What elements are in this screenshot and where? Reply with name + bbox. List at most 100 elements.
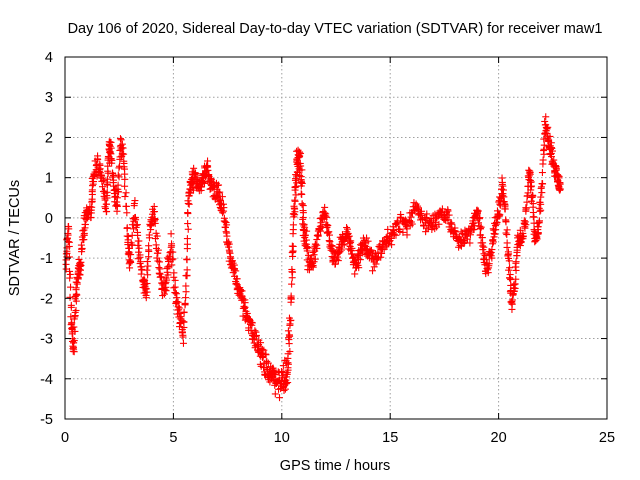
data-point bbox=[102, 200, 110, 208]
data-point bbox=[88, 182, 96, 190]
data-point bbox=[512, 258, 520, 266]
data-point bbox=[106, 149, 114, 157]
data-point bbox=[114, 181, 122, 189]
data-point bbox=[493, 207, 501, 215]
data-point bbox=[523, 198, 531, 206]
data-point bbox=[190, 164, 198, 172]
data-point bbox=[98, 183, 106, 191]
data-point bbox=[177, 313, 185, 321]
data-point bbox=[164, 271, 172, 279]
data-point bbox=[463, 235, 471, 243]
data-point bbox=[550, 156, 558, 164]
data-point bbox=[108, 159, 116, 167]
data-point bbox=[476, 214, 484, 222]
data-point bbox=[296, 171, 304, 179]
data-point bbox=[156, 258, 164, 266]
chart-title: Day 106 of 2020, Sidereal Day-to-day VTE… bbox=[68, 21, 603, 37]
data-point bbox=[183, 245, 191, 253]
data-point bbox=[127, 251, 135, 259]
data-point bbox=[262, 351, 270, 359]
data-point bbox=[72, 306, 80, 314]
data-point bbox=[88, 197, 96, 205]
data-point bbox=[101, 204, 109, 212]
data-point bbox=[522, 221, 530, 229]
data-point bbox=[112, 193, 120, 201]
data-point bbox=[356, 256, 364, 264]
data-point bbox=[123, 209, 131, 217]
x-tick-label-1: 5 bbox=[169, 430, 177, 446]
data-point bbox=[64, 231, 72, 239]
data-point bbox=[323, 213, 331, 221]
data-point bbox=[168, 242, 176, 250]
data-point bbox=[287, 316, 295, 324]
data-point bbox=[548, 147, 556, 155]
x-tick-label-5: 25 bbox=[599, 430, 615, 446]
data-point bbox=[372, 260, 380, 268]
data-point bbox=[67, 303, 75, 311]
data-point bbox=[93, 155, 101, 163]
data-point bbox=[78, 245, 86, 253]
data-point bbox=[66, 274, 74, 282]
data-point bbox=[119, 144, 127, 152]
data-point bbox=[167, 230, 175, 238]
data-point bbox=[292, 183, 300, 191]
data-point bbox=[396, 227, 404, 235]
y-tick-label-2: -3 bbox=[40, 332, 53, 348]
data-point bbox=[216, 197, 224, 205]
data-point bbox=[219, 209, 227, 217]
data-point bbox=[422, 228, 430, 236]
data-point bbox=[525, 169, 533, 177]
data-point bbox=[506, 264, 514, 272]
data-point bbox=[168, 256, 176, 264]
data-point bbox=[521, 224, 529, 232]
data-point bbox=[72, 297, 80, 305]
data-point bbox=[490, 230, 498, 238]
data-point bbox=[175, 306, 183, 314]
data-point bbox=[388, 241, 396, 249]
data-point bbox=[209, 178, 217, 186]
data-point bbox=[121, 193, 129, 201]
data-point bbox=[466, 231, 474, 239]
data-point bbox=[530, 213, 538, 221]
data-point bbox=[539, 160, 547, 168]
data-point bbox=[215, 181, 223, 189]
data-point bbox=[302, 236, 310, 244]
data-point bbox=[519, 233, 527, 241]
data-point bbox=[538, 189, 546, 197]
data-point bbox=[127, 258, 135, 266]
data-point bbox=[125, 249, 133, 257]
data-point bbox=[480, 243, 488, 251]
data-point bbox=[66, 267, 74, 275]
data-point bbox=[516, 242, 524, 250]
data-point bbox=[322, 212, 330, 220]
data-point bbox=[286, 347, 294, 355]
data-point bbox=[216, 188, 224, 196]
x-tick-label-0: 0 bbox=[61, 430, 69, 446]
data-point bbox=[124, 232, 132, 240]
data-point bbox=[103, 188, 111, 196]
data-point bbox=[284, 364, 292, 372]
data-point bbox=[226, 253, 234, 261]
data-point bbox=[540, 141, 548, 149]
data-point bbox=[169, 248, 177, 256]
x-tick-label-2: 10 bbox=[274, 430, 290, 446]
data-point bbox=[351, 270, 359, 278]
data-point bbox=[289, 242, 297, 250]
data-point bbox=[298, 166, 306, 174]
y-tick-label-9: 4 bbox=[45, 50, 53, 66]
data-point bbox=[502, 229, 510, 237]
data-point bbox=[363, 234, 371, 242]
data-point bbox=[223, 232, 231, 240]
data-point bbox=[289, 226, 297, 234]
data-point bbox=[534, 229, 542, 237]
data-point bbox=[64, 238, 72, 246]
data-point bbox=[258, 349, 266, 357]
data-point bbox=[142, 285, 150, 293]
data-point bbox=[238, 287, 246, 295]
data-point bbox=[71, 327, 79, 335]
data-point bbox=[103, 175, 111, 183]
data-point bbox=[353, 260, 361, 268]
data-point bbox=[123, 224, 131, 232]
data-point bbox=[269, 366, 277, 374]
y-axis-ticks: -5 -4 -3 -2 -1 0 1 2 3 4 bbox=[40, 50, 607, 428]
